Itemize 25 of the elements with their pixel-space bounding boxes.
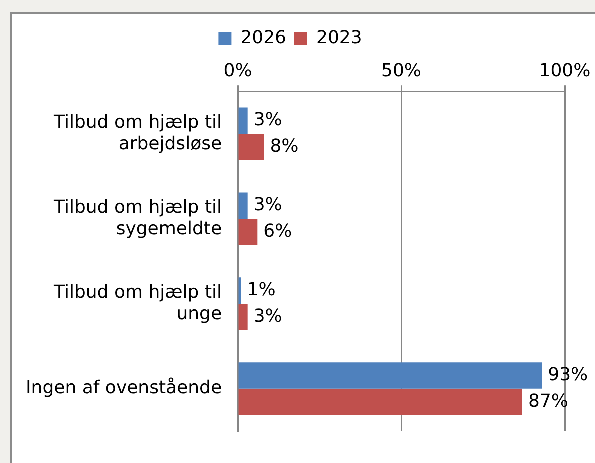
data-label: 3%	[254, 110, 282, 131]
x-tick-label: 100%	[539, 60, 591, 82]
bar	[238, 304, 248, 330]
data-label: 6%	[264, 220, 292, 242]
y-tick-label: Ingen af ovenstående	[26, 378, 222, 399]
y-tick-label: Tilbud om hjælp til unge	[53, 282, 222, 324]
bar	[238, 219, 258, 246]
data-label: 93%	[548, 364, 588, 386]
x-tick-label: 50%	[382, 60, 422, 82]
legend-label: 2026	[240, 28, 287, 49]
data-label: 3%	[254, 194, 282, 216]
legend-label: 2023	[316, 28, 362, 49]
bar	[238, 278, 242, 304]
bar	[238, 388, 522, 416]
data-label: 3%	[254, 306, 282, 327]
data-label: 1%	[247, 279, 276, 300]
bar	[238, 192, 248, 220]
y-tick-label: Tilbud om hjælp til sygemeldte	[53, 196, 222, 240]
data-label: 8%	[270, 136, 299, 157]
bar	[238, 362, 542, 389]
bar	[238, 108, 248, 134]
x-tick-label: 0%	[224, 60, 252, 82]
data-label: 87%	[528, 390, 569, 412]
y-tick-label: Tilbud om hjælp til arbejdsløse	[53, 112, 222, 155]
bar	[238, 134, 264, 160]
